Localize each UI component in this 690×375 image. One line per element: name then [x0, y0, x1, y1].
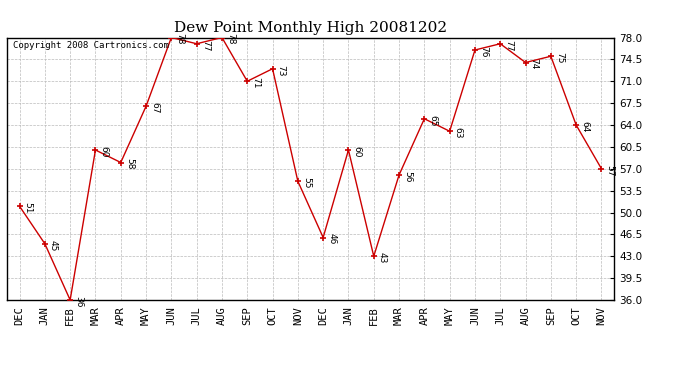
Text: 46: 46	[327, 233, 336, 245]
Text: Copyright 2008 Cartronics.com: Copyright 2008 Cartronics.com	[13, 42, 169, 51]
Text: 67: 67	[150, 102, 159, 114]
Text: 51: 51	[23, 202, 32, 214]
Text: 71: 71	[251, 77, 260, 88]
Text: 36: 36	[75, 296, 83, 307]
Text: 63: 63	[454, 127, 463, 139]
Text: 65: 65	[428, 115, 437, 126]
Text: 77: 77	[504, 40, 513, 51]
Text: 74: 74	[530, 58, 539, 70]
Text: 75: 75	[555, 52, 564, 64]
Text: 60: 60	[99, 146, 108, 158]
Text: 43: 43	[378, 252, 387, 264]
Text: 55: 55	[302, 177, 311, 189]
Text: 45: 45	[49, 240, 58, 251]
Text: 78: 78	[175, 33, 184, 45]
Text: 60: 60	[353, 146, 362, 158]
Text: 76: 76	[479, 46, 488, 57]
Text: 56: 56	[403, 171, 412, 182]
Text: 77: 77	[201, 40, 210, 51]
Text: 57: 57	[606, 165, 615, 176]
Text: 73: 73	[277, 64, 286, 76]
Title: Dew Point Monthly High 20081202: Dew Point Monthly High 20081202	[174, 21, 447, 35]
Text: 58: 58	[125, 158, 134, 170]
Text: 78: 78	[226, 33, 235, 45]
Text: 64: 64	[580, 121, 589, 132]
